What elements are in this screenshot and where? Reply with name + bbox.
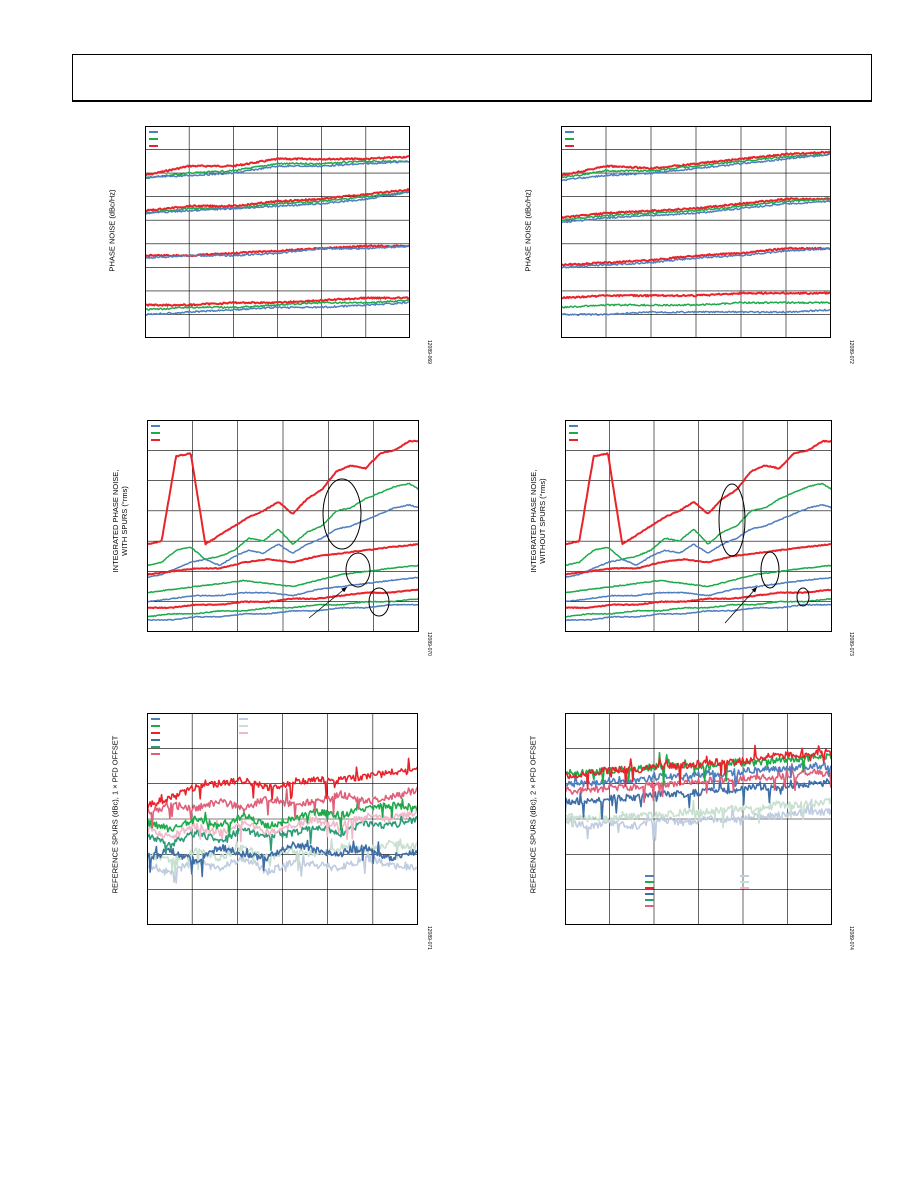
- series-line: [565, 797, 832, 829]
- annotation-ellipse: [760, 551, 780, 589]
- y-axis-label: REFERENCE SPURS (dBc), 1 × PFD OFFSET: [110, 735, 120, 894]
- series-line: [561, 197, 831, 220]
- series-line: [561, 247, 831, 269]
- annotation-ellipse: [345, 552, 371, 588]
- series-line: [147, 482, 419, 567]
- chart-svg: [147, 713, 418, 925]
- figure-id: 12089-074: [848, 926, 854, 950]
- figure-id: 12089-070: [426, 632, 432, 656]
- series-line: [561, 291, 831, 300]
- series-line: [565, 503, 832, 578]
- figure-id: 12089-071: [426, 926, 432, 950]
- series-line: [145, 190, 410, 215]
- series-line: [565, 603, 832, 622]
- chart-phase-noise-right: [561, 126, 831, 338]
- series-line: [565, 542, 832, 576]
- series-line: [561, 150, 831, 177]
- series-line: [561, 153, 831, 179]
- y-axis-label: INTEGRATED PHASE NOISE, WITH SPURS (°rms…: [111, 469, 129, 573]
- series-line: [147, 597, 419, 618]
- series-line: [565, 597, 832, 619]
- series-line: [147, 576, 419, 603]
- chart-svg: [147, 420, 419, 632]
- y-axis-label: REFERENCE SPURS (dBc), 2 × PFD OFFSET: [528, 735, 538, 894]
- chart-reference-spurs-2x: [565, 713, 832, 925]
- series-line: [561, 301, 831, 309]
- series-line: [565, 576, 832, 603]
- series-line: [145, 160, 410, 180]
- series-line: [147, 757, 418, 809]
- y-axis-label: PHASE NOISE (dBc/Hz): [107, 189, 117, 272]
- annotation-arrowhead: [751, 587, 757, 593]
- chart-svg: [565, 713, 832, 925]
- chart-integrated-phase-noise-with-spurs: [147, 420, 419, 632]
- series-line: [145, 298, 410, 311]
- page-header-box: [72, 54, 872, 102]
- chart-reference-spurs-1x: [147, 713, 418, 925]
- series-line: [147, 838, 418, 877]
- series-line: [565, 439, 832, 546]
- series-line: [565, 482, 832, 567]
- chart-phase-noise-left: [145, 126, 410, 338]
- annotation-arrowhead: [341, 587, 347, 593]
- series-line: [147, 564, 419, 594]
- chart-svg: [565, 420, 832, 632]
- series-line: [561, 308, 831, 316]
- annotation-arrow: [724, 586, 758, 624]
- series-line: [145, 188, 410, 213]
- annotation-ellipse: [796, 587, 810, 607]
- series-line: [147, 503, 419, 579]
- series-line: [561, 153, 831, 182]
- figure-id: 12089-072: [848, 340, 854, 364]
- plot-frame: [145, 126, 410, 338]
- series-line: [565, 744, 832, 789]
- series-line: [145, 191, 410, 215]
- series-line: [147, 439, 419, 546]
- series-line: [145, 155, 410, 177]
- annotation-ellipse: [368, 587, 390, 617]
- series-line: [147, 543, 419, 576]
- series-line: [145, 159, 410, 180]
- figure-id: 12089-069: [426, 340, 432, 364]
- chart-integrated-phase-noise-without-spurs: [565, 420, 832, 632]
- chart-svg: [561, 126, 831, 338]
- series-line: [565, 564, 832, 594]
- plot-frame: [565, 713, 832, 925]
- annotation-ellipse: [322, 478, 362, 550]
- annotation-ellipse: [718, 483, 746, 557]
- series-line: [147, 814, 418, 855]
- plot-frame: [561, 126, 831, 338]
- annotation-arrow: [308, 586, 348, 619]
- series-line: [147, 839, 418, 878]
- series-line: [565, 762, 832, 790]
- series-line: [561, 246, 831, 267]
- series-line: [565, 762, 832, 804]
- series-line: [147, 588, 419, 610]
- series-line: [147, 603, 419, 622]
- series-line: [561, 198, 831, 222]
- figure-id: 12089-073: [848, 632, 854, 656]
- series-line: [561, 200, 831, 224]
- series-line: [145, 301, 410, 316]
- series-line: [145, 244, 410, 260]
- series-line: [147, 786, 418, 828]
- plot-frame: [565, 420, 832, 632]
- series-line: [147, 805, 418, 843]
- series-line: [565, 776, 832, 820]
- chart-svg: [145, 126, 410, 338]
- series-line: [147, 798, 418, 837]
- y-axis-label: INTEGRATED PHASE NOISE, WITHOUT SPURS (°…: [529, 469, 547, 573]
- y-axis-label: PHASE NOISE (dBc/Hz): [523, 189, 533, 272]
- plot-frame: [147, 420, 419, 632]
- series-line: [145, 296, 410, 307]
- series-line: [565, 588, 832, 610]
- plot-frame: [147, 713, 418, 925]
